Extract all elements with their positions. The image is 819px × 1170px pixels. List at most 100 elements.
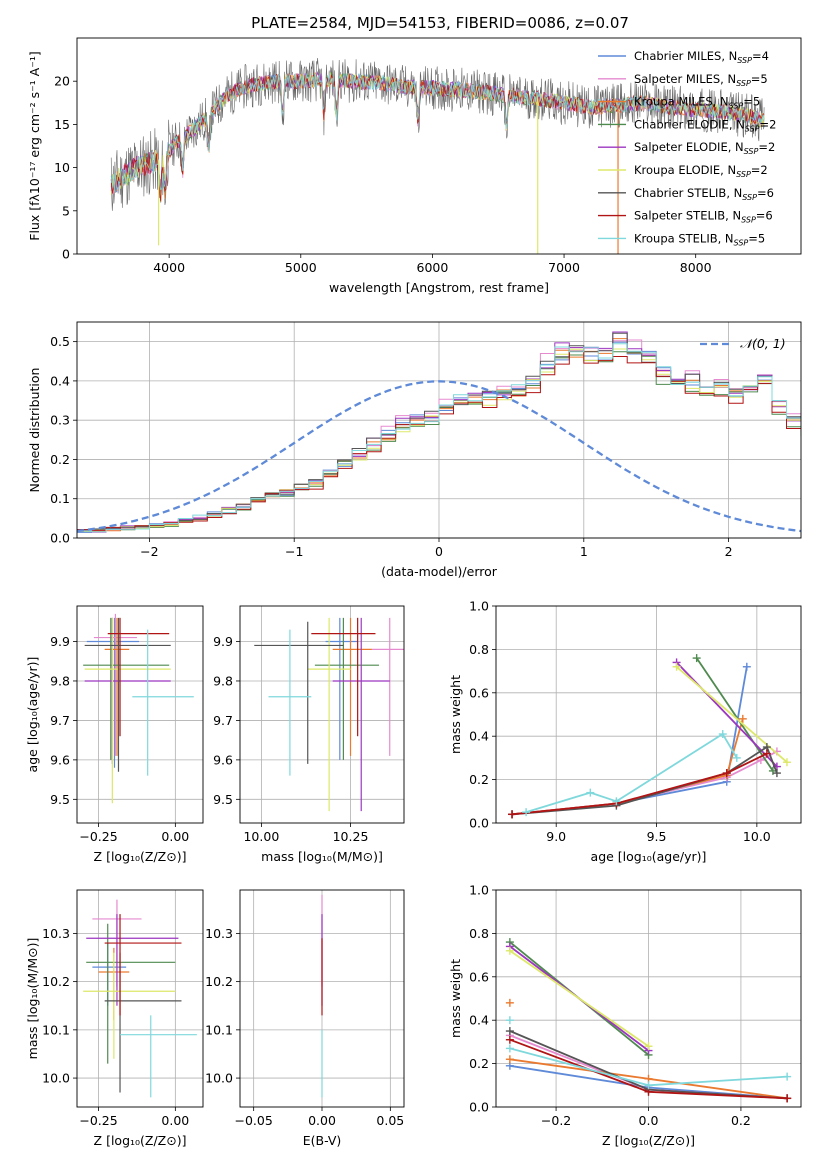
histogram-series-7	[77, 350, 801, 531]
legend-subscript: SSP	[729, 102, 744, 111]
legend-series-name: Kroupa MILES, N	[634, 95, 729, 109]
histogram-series-3	[77, 351, 801, 532]
plot-area	[83, 899, 197, 1098]
x-axis-label: Z [log₁₀(Z/Z⊙)]	[94, 849, 187, 864]
y-tick-label: 0.3	[50, 413, 70, 428]
legend-nssp: =2	[751, 163, 768, 177]
x-tick-label: 0.00	[161, 829, 189, 844]
legend-subscript: SSP	[734, 238, 749, 247]
legend-nssp: =5	[751, 72, 768, 86]
y-axis-label: Flux [fλ10⁻¹⁷ erg cm⁻² s⁻¹ A⁻¹]	[27, 51, 42, 240]
x-tick-label: 5000	[285, 260, 317, 275]
x-tick-label: 8000	[680, 260, 712, 275]
y-tick-label: 5	[62, 203, 70, 218]
plot-age-vs-mass: 10.00 10.25 9.5 9.6 9.7 9.8 9.9 mass [log₁₀(M/M…	[213, 605, 405, 864]
x-tick-label: 6000	[417, 260, 449, 275]
x-tick-label: 0.05	[376, 1113, 404, 1128]
normal-reference-curve	[77, 380, 801, 533]
legend-subscript: SSP	[736, 170, 751, 179]
x-tick-label: −0.25	[79, 1113, 117, 1128]
plot-area	[77, 331, 801, 533]
y-tick-label: 0.6	[469, 685, 489, 700]
legend-label: Chabrier ELODIE, NSSP=2	[634, 117, 776, 133]
grid	[77, 322, 801, 539]
plot-age-vs-metallicity: −0.25 0.00 9.5 9.6 9.7 9.8 9.9 Z [log₁₀(Z/Z⊙)] a…	[25, 605, 204, 864]
histogram-series-8	[77, 343, 801, 533]
legend-label: Salpeter STELIB, NSSP=6	[634, 209, 773, 225]
x-tick-label: −0.05	[235, 1113, 273, 1128]
x-axis-label: mass [log₁₀(M/M⊙)]	[261, 849, 383, 864]
legend-nssp: =6	[756, 209, 773, 223]
y-tick-label: 10.0	[205, 1071, 233, 1086]
legend-label: Chabrier MILES, NSSP=4	[634, 49, 769, 65]
y-axis-label: age [log₁₀(age/yr)]	[25, 657, 40, 773]
axes-frame	[239, 889, 405, 1108]
x-axis-label: Z [log₁₀(Z/Z⊙)]	[94, 1133, 187, 1148]
grid	[240, 606, 404, 823]
x-tick-label: 1	[580, 544, 588, 559]
x-axis-label: wavelength [Angstrom, rest frame]	[329, 280, 549, 295]
spectrum-line-8	[110, 73, 765, 192]
legend-label: Kroupa ELODIE, NSSP=2	[634, 163, 768, 179]
y-tick-label: 10.3	[42, 926, 70, 941]
y-tick-label: 0.2	[469, 772, 489, 787]
weight-line-7	[512, 752, 768, 816]
grid	[77, 890, 203, 1107]
figure-title: PLATE=2584, MJD=54153, FIBERID=0086, z=0…	[251, 14, 629, 32]
y-tick-label: 0.6	[469, 969, 489, 984]
y-tick-label: 10.2	[205, 974, 233, 989]
legend-subscript: SSP	[744, 147, 759, 156]
x-tick-label: 4000	[153, 260, 185, 275]
x-tick-label: 0.00	[308, 1113, 336, 1128]
y-tick-label: 9.9	[50, 634, 70, 649]
x-tick-label: 7000	[548, 260, 580, 275]
x-tick-label: 9.5	[647, 829, 667, 844]
legend-subscript: SSP	[742, 193, 757, 202]
grid	[496, 889, 801, 1108]
legend-series-name: Kroupa STELIB, N	[634, 231, 734, 245]
legend-series-name: Chabrier STELIB, N	[634, 186, 742, 200]
y-tick-label: 0.0	[50, 531, 70, 546]
histogram-series-5	[77, 348, 801, 532]
legend-series-name: Salpeter MILES, N	[634, 72, 736, 86]
x-tick-label: 0.00	[161, 1113, 189, 1128]
y-tick-label: 0.2	[469, 1056, 489, 1071]
weight-line-5	[509, 950, 650, 1047]
x-tick-label: −0.2	[541, 1113, 571, 1128]
legend-label: Chabrier STELIB, NSSP=6	[634, 186, 774, 202]
weight-line-5	[676, 666, 788, 763]
legend-series-name: Salpeter ELODIE, N	[634, 140, 744, 154]
legend-label: Salpeter MILES, NSSP=5	[634, 72, 768, 88]
y-tick-label: 9.5	[213, 792, 233, 807]
legend-nssp: =4	[752, 49, 769, 63]
y-axis-label: mass weight	[448, 675, 463, 754]
plot-area	[254, 617, 404, 812]
y-tick-label: 9.9	[213, 634, 233, 649]
legend-nssp: =5	[748, 231, 765, 245]
axes-frame	[239, 605, 405, 824]
y-tick-label: 9.7	[50, 713, 70, 728]
plot-mass-vs-metallicity: −0.25 0.00 10.0 10.1 10.2 10.3 Z [log₁₀(Z/Z⊙)]…	[25, 889, 204, 1148]
y-axis-label: mass [log₁₀(M/M⊙)]	[25, 938, 40, 1060]
plot-mass-vs-extinction: −0.05 0.00 0.05 10.0 10.1 10.2 10.3 E(B-V)	[205, 889, 405, 1148]
weight-line-4	[675, 661, 778, 768]
y-tick-label: 0.0	[469, 816, 489, 831]
y-tick-label: 9.6	[213, 752, 233, 767]
legend-series-name: Chabrier MILES, N	[634, 49, 737, 63]
y-tick-label: 0.4	[469, 729, 489, 744]
y-tick-label: 0	[62, 247, 70, 262]
axes-frame	[495, 889, 802, 1108]
legend-subscript: SSP	[737, 56, 752, 65]
y-tick-label: 0.2	[50, 452, 70, 467]
y-tick-label: 0.8	[469, 642, 489, 657]
legend-label: Kroupa STELIB, NSSP=5	[634, 231, 765, 247]
x-tick-label: 0.2	[731, 1113, 751, 1128]
legend-nssp: =2	[760, 117, 777, 131]
grid	[77, 606, 203, 823]
y-tick-label: 10.1	[205, 1022, 233, 1037]
y-tick-label: 10.3	[205, 926, 233, 941]
axes-frame	[76, 605, 204, 824]
legend-subscript: SSP	[741, 216, 756, 225]
